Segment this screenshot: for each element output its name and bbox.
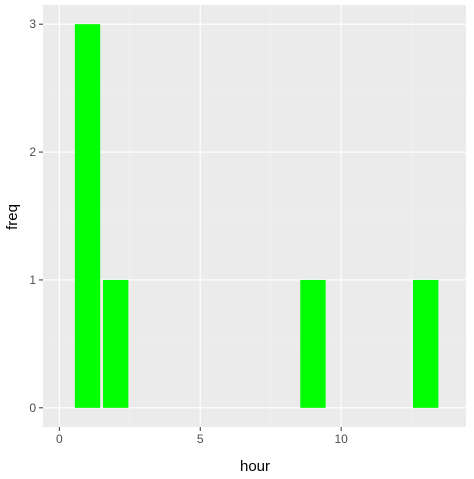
bars (74, 24, 439, 408)
x-tick-label: 10 (334, 432, 348, 446)
y-tick-label: 3 (29, 17, 36, 31)
bar-hour-13 (413, 279, 439, 408)
bar-hour-9 (300, 279, 326, 408)
bar-hour-1 (74, 24, 101, 408)
x-axis-title: hour (240, 458, 270, 475)
y-tick-label: 0 (29, 401, 36, 415)
x-tick-label: 0 (56, 432, 63, 446)
bar-hour-2 (103, 279, 129, 408)
y-axis: 0 1 2 3 (29, 17, 43, 415)
x-tick-label: 5 (197, 432, 204, 446)
y-axis-title: freq (4, 204, 21, 230)
x-axis: 0 5 10 (56, 427, 348, 446)
y-tick-label: 2 (29, 145, 36, 159)
y-tick-label: 1 (29, 273, 36, 287)
